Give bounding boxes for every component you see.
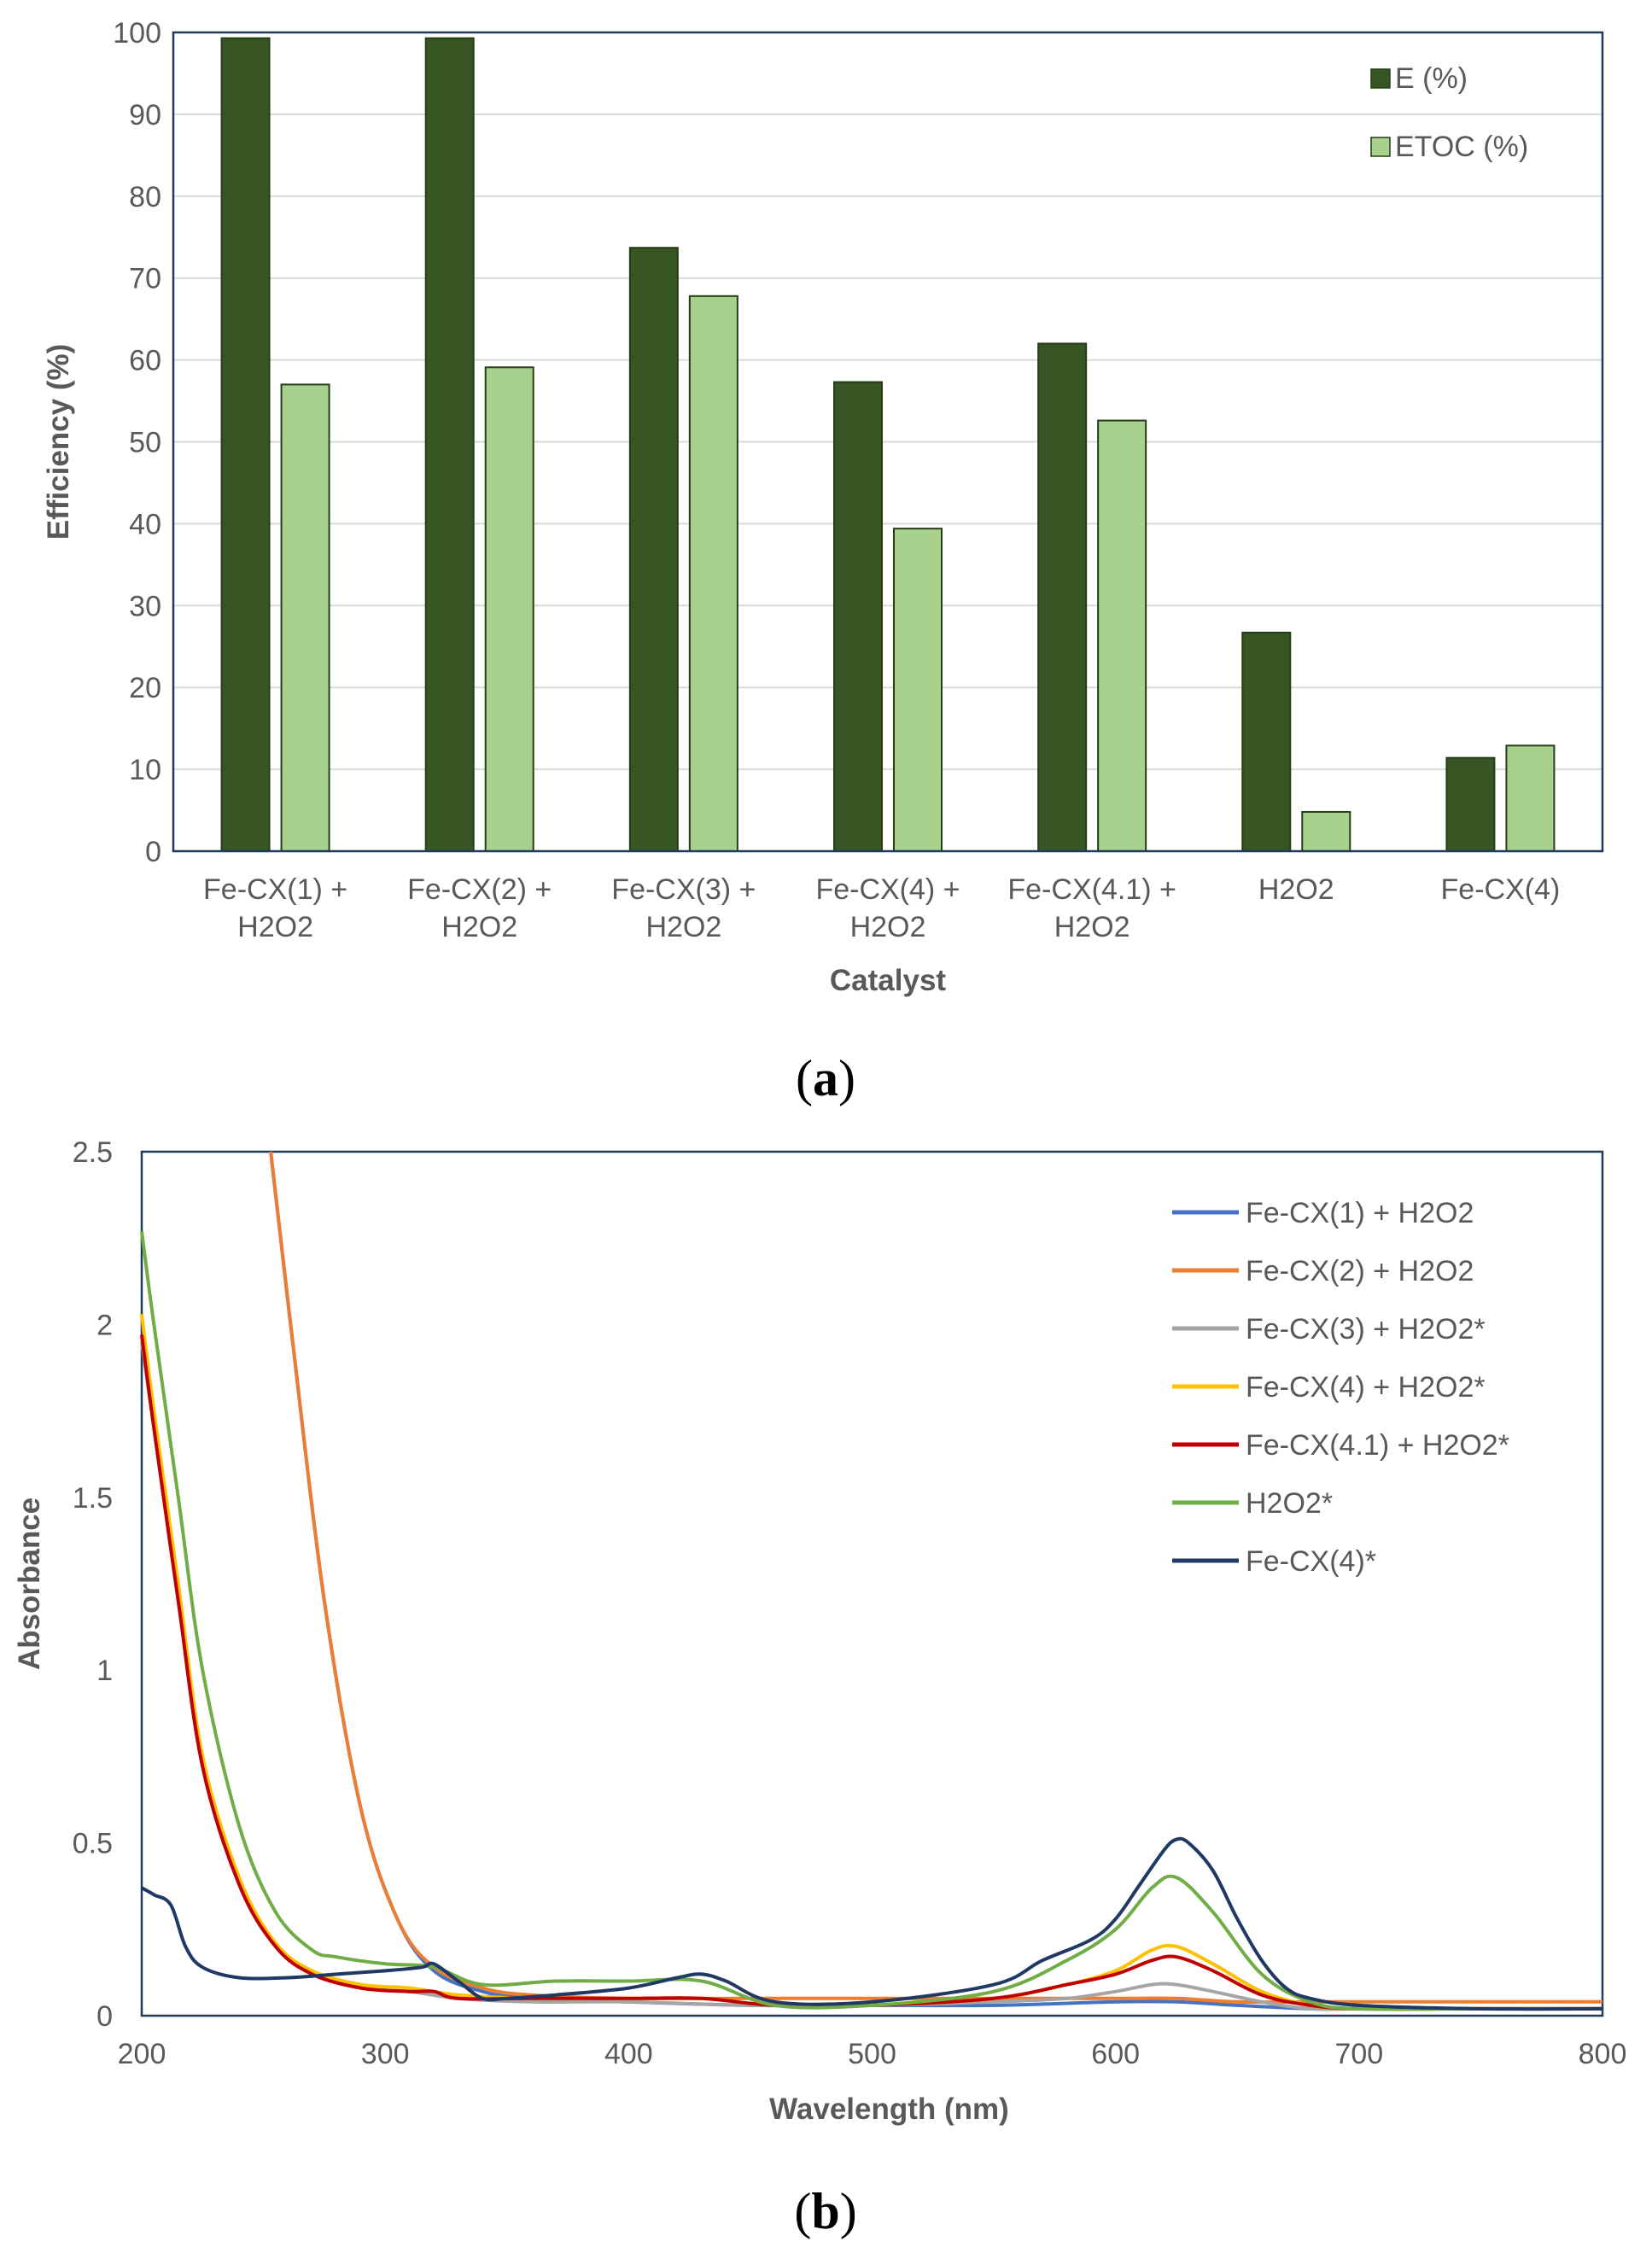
bar-e-percent: [220, 37, 271, 852]
line-chart-x-tick-label: 300: [361, 2038, 410, 2070]
legend-swatch: [1370, 68, 1391, 89]
bar-chart-x-tick-label: H2O2: [1054, 911, 1130, 943]
line-chart-plot-frame: [140, 1150, 1604, 2017]
bar-chart-x-tick-label: Fe-CX(4.1) +: [1007, 873, 1176, 906]
line-chart-panel: 0 0.5 1 1.5 2 2.5 200 300 400 500 600 700 800 Absor…: [13, 1136, 1626, 2239]
line-chart-series-lines: [140, 1151, 1603, 2011]
bar-chart-x-tick-label: Fe-CX(4): [1441, 873, 1561, 906]
line-chart-x-tick-label: 700: [1334, 2038, 1383, 2070]
bar-e-percent: [1241, 631, 1292, 853]
bar-chart-legend: E (%) ETOC (%): [1370, 62, 1528, 163]
legend-label: E (%): [1395, 62, 1468, 95]
bar-chart-y-tick-label: 20: [129, 672, 161, 704]
bar-chart-y-tick-label: 50: [129, 427, 161, 459]
legend-label: H2O2*: [1246, 1487, 1333, 1520]
line-chart-x-axis-title: Wavelength (nm): [769, 2093, 1009, 2126]
line-chart-y-tick-label: 2: [96, 1309, 113, 1341]
line-chart-y-axis-title: Absorbance: [13, 1497, 46, 1670]
spectrum-line-fe-cx-4: [140, 1836, 1603, 2011]
line-chart-y-tick-label: 1: [96, 1655, 113, 1687]
bar-chart-x-tick-label: H2O2: [1258, 873, 1334, 906]
bar-etoc-percent: [280, 383, 330, 852]
bar-chart-x-tick-label: H2O2: [645, 911, 721, 943]
bar-chart-y-tick-label: 100: [113, 17, 161, 50]
line-chart-x-tick-label: 500: [848, 2038, 896, 2070]
line-chart-x-tick-label: 200: [118, 2038, 166, 2070]
bar-e-percent: [424, 37, 475, 852]
spectrum-line-fe-cx-4-1-h2o2: [140, 1334, 1602, 2011]
bar-chart-y-tick-label: 70: [129, 263, 161, 295]
bar-chart-y-tick-label: 30: [129, 590, 161, 622]
line-chart-x-tick-label: 600: [1091, 2038, 1140, 2070]
bar-e-percent: [628, 247, 679, 853]
bar-chart-plot-frame: [172, 31, 1604, 853]
bar-chart-y-tick-label: 0: [145, 836, 161, 868]
bar-chart-y-tick-label: 10: [129, 754, 161, 786]
line-chart-y-tick-label: 0.5: [73, 1828, 113, 1860]
bar-chart-x-tick-label: H2O2: [237, 911, 313, 943]
bar-chart-y-tick-label: 80: [129, 181, 161, 213]
bar-etoc-percent: [893, 528, 943, 852]
bar-chart-y-tick-label: 60: [129, 345, 161, 377]
bar-e-percent: [1037, 342, 1088, 853]
bar-etoc-percent: [484, 366, 534, 852]
legend-label: Fe-CX(4)*: [1246, 1545, 1376, 1578]
legend-label: Fe-CX(2) + H2O2: [1246, 1255, 1474, 1287]
line-chart-y-tick-label: 1.5: [73, 1482, 113, 1515]
line-chart-y-tick-label: 0: [96, 2000, 113, 2033]
bar-chart-x-axis-title: Catalyst: [830, 964, 947, 997]
bar-chart-x-tick-label: Fe-CX(4) +: [815, 873, 960, 906]
panel-label-b: (b): [794, 2183, 856, 2239]
bar-etoc-percent: [1301, 810, 1351, 853]
bar-e-percent: [1445, 756, 1496, 853]
bar-chart-y-tick-label: 90: [129, 99, 161, 131]
legend-label: Fe-CX(4) + H2O2*: [1246, 1371, 1486, 1404]
bar-etoc-percent: [688, 295, 738, 853]
bar-chart-x-tick-label: H2O2: [441, 911, 517, 943]
legend-swatch: [1370, 137, 1391, 157]
bar-chart-y-tick-label: 40: [129, 508, 161, 540]
legend-label: ETOC (%): [1395, 131, 1528, 163]
line-chart-y-tick-labels: 0 0.5 1 1.5 2 2.5: [73, 1136, 113, 2033]
spectrum-line-h2o2: [140, 1230, 1602, 2011]
legend-label: Fe-CX(3) + H2O2*: [1246, 1313, 1486, 1345]
bar-chart-x-tick-label: Fe-CX(3) +: [611, 873, 756, 906]
legend-label: Fe-CX(4.1) + H2O2*: [1246, 1429, 1509, 1462]
line-chart-x-tick-labels: 200 300 400 500 600 700 800: [118, 2038, 1627, 2070]
line-chart-x-tick-label: 800: [1579, 2038, 1627, 2070]
line-chart-y-tick-label: 2.5: [73, 1136, 113, 1169]
line-chart-legend: Fe-CX(1) + H2O2 Fe-CX(2) + H2O2 Fe-CX(3) +…: [1172, 1197, 1509, 1578]
bar-chart-bars: [220, 37, 1556, 853]
panel-label-a: (a): [796, 1050, 855, 1106]
bar-chart-y-tick-labels: 0 10 20 30 40 50 60 70 80 90 100: [113, 17, 161, 868]
line-chart-x-tick-label: 400: [604, 2038, 653, 2070]
bar-chart-x-tick-label: Fe-CX(1) +: [203, 873, 347, 906]
bar-etoc-percent: [1505, 744, 1556, 852]
bar-e-percent: [833, 381, 883, 853]
bar-chart-x-tick-labels: Fe-CX(1) + H2O2 Fe-CX(2) + H2O2 Fe-CX(3) + H2…: [203, 873, 1560, 943]
bar-chart-y-axis-title: Efficiency (%): [42, 344, 75, 540]
legend-label: Fe-CX(1) + H2O2: [1246, 1197, 1474, 1229]
bar-chart-x-tick-label: Fe-CX(2) +: [407, 873, 552, 906]
bar-etoc-percent: [1097, 419, 1147, 852]
bar-chart-x-tick-label: H2O2: [850, 911, 926, 943]
